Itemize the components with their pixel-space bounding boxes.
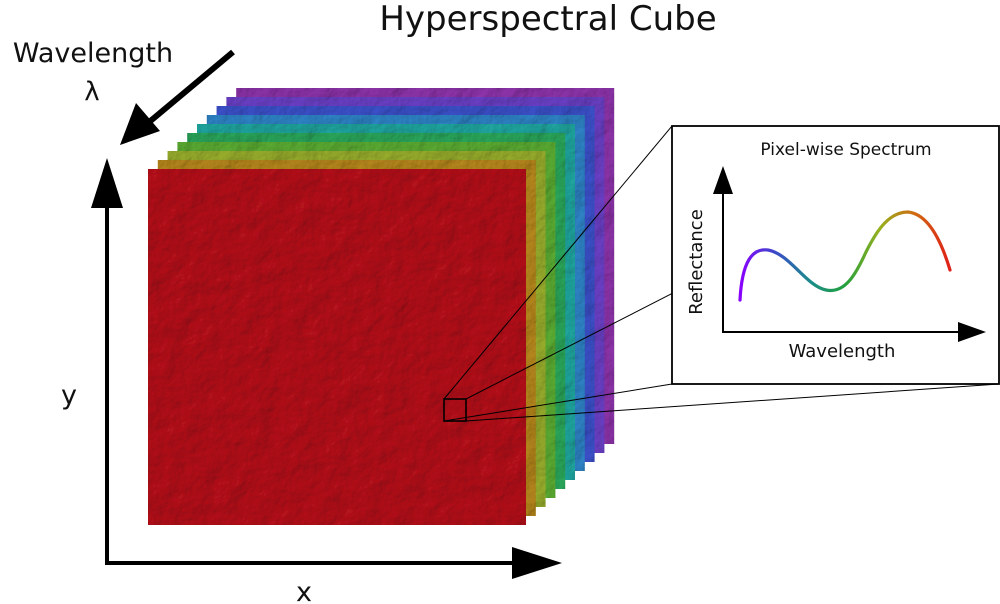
cube-layers	[148, 88, 615, 525]
cube-front-layer	[148, 169, 526, 525]
diagram-title: Hyperspectral Cube	[379, 0, 716, 39]
wavelength-axis-label: Wavelength	[13, 38, 173, 69]
inset-y-axis	[713, 166, 733, 333]
wavelength-arrow	[120, 49, 235, 145]
spectrum-curve	[738, 210, 952, 302]
x-axis-label: x	[296, 577, 312, 604]
y-axis-label: y	[61, 380, 77, 411]
inset-title: Pixel-wise Spectrum	[760, 140, 931, 160]
lambda-symbol: λ	[84, 77, 99, 107]
inset-x-axis	[722, 322, 986, 342]
spectrum-inset: Pixel-wise Spectrum Reflectance Waveleng…	[671, 125, 1000, 385]
x-axis	[105, 547, 562, 579]
y-axis	[91, 158, 123, 565]
inset-xlabel: Wavelength	[789, 341, 896, 362]
selected-pixel-box	[443, 398, 467, 422]
inset-ylabel: Reflectance	[686, 209, 707, 315]
